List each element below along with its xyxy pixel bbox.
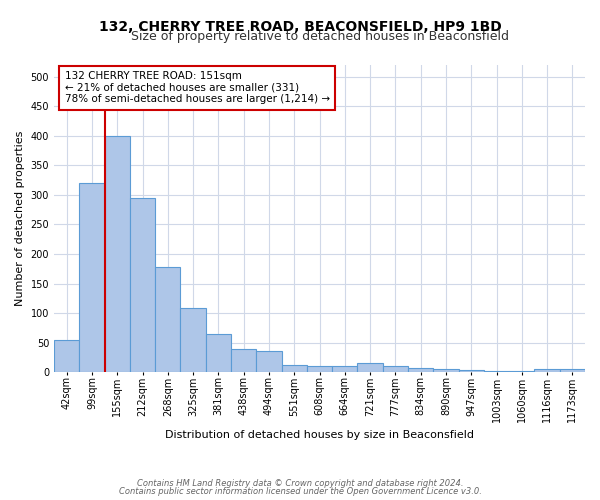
Bar [484,371,509,372]
Bar [130,198,155,372]
Bar [281,365,307,372]
X-axis label: Distribution of detached houses by size in Beaconsfield: Distribution of detached houses by size … [165,430,474,440]
Bar [332,366,358,372]
Bar [535,369,560,372]
Bar [458,370,484,372]
Y-axis label: Number of detached properties: Number of detached properties [15,131,25,306]
Text: 132 CHERRY TREE ROAD: 151sqm
← 21% of detached houses are smaller (331)
78% of s: 132 CHERRY TREE ROAD: 151sqm ← 21% of de… [65,71,330,104]
Bar [307,366,332,372]
Bar [181,308,206,372]
Text: Contains public sector information licensed under the Open Government Licence v3: Contains public sector information licen… [119,487,481,496]
Bar [256,351,281,372]
Bar [509,371,535,372]
Bar [79,183,104,372]
Bar [155,267,181,372]
Bar [408,368,433,372]
Bar [231,348,256,372]
Bar [383,366,408,372]
Bar [433,369,458,372]
Bar [358,364,383,372]
Text: Contains HM Land Registry data © Crown copyright and database right 2024.: Contains HM Land Registry data © Crown c… [137,478,463,488]
Bar [104,136,130,372]
Bar [560,368,585,372]
Bar [54,340,79,372]
Bar [206,334,231,372]
Text: 132, CHERRY TREE ROAD, BEACONSFIELD, HP9 1BD: 132, CHERRY TREE ROAD, BEACONSFIELD, HP9… [98,20,502,34]
Title: Size of property relative to detached houses in Beaconsfield: Size of property relative to detached ho… [131,30,509,43]
